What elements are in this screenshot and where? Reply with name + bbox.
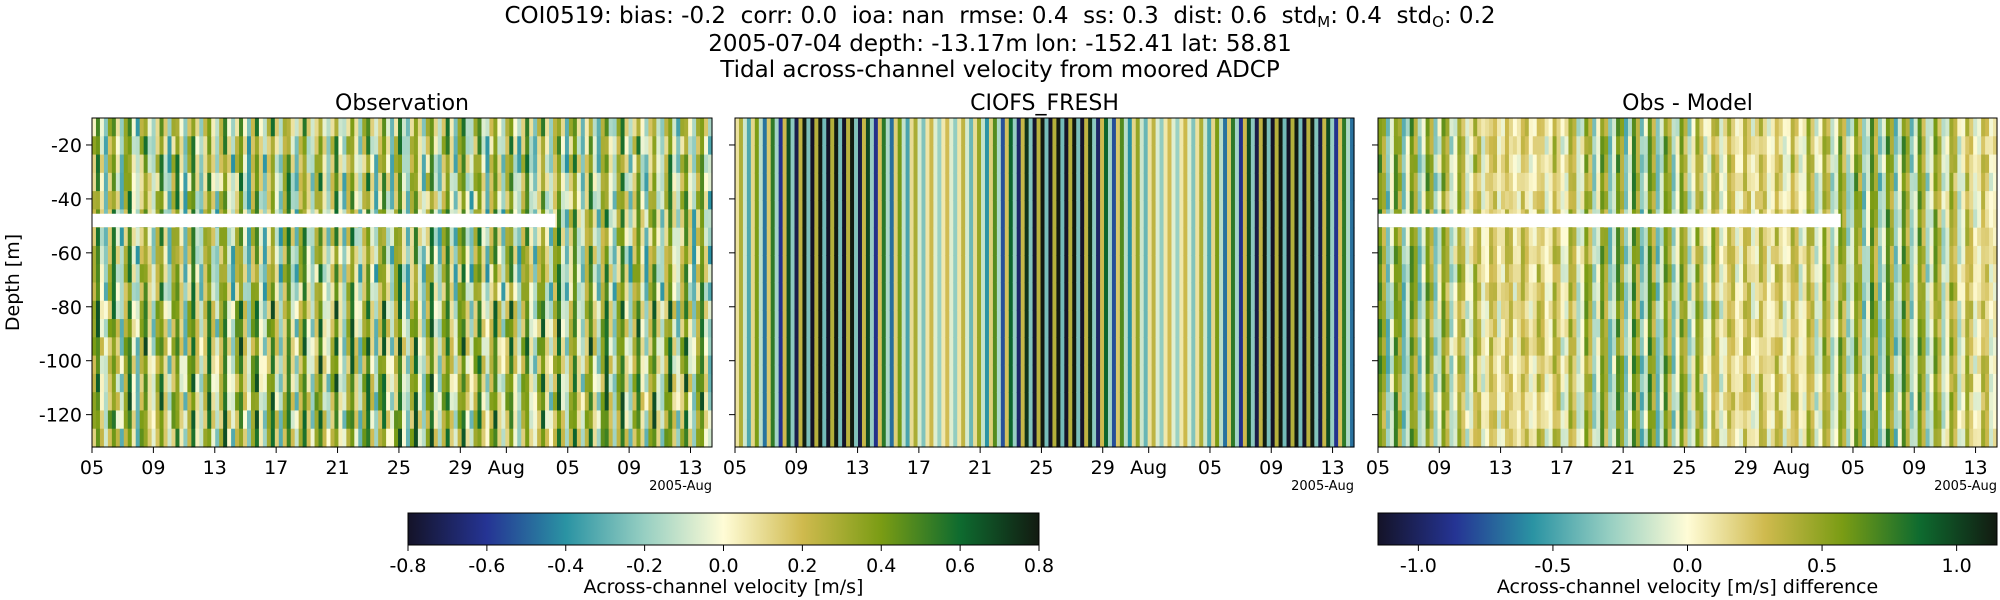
- x-tick-label: 05: [80, 457, 104, 479]
- y-tick-label: -80: [51, 297, 82, 319]
- title-dist: dist: 0.6: [1173, 3, 1267, 29]
- panel-title: CIOFS_FRESH: [970, 91, 1119, 116]
- title-std-obs: stdO: 0.2: [1396, 3, 1496, 31]
- x-tick-label: 13: [1488, 457, 1512, 479]
- x-offset-label: 2005-Aug: [649, 479, 712, 494]
- panel-title: Observation: [335, 91, 469, 116]
- x-tick-label: 25: [1672, 457, 1696, 479]
- colorbar-tick-label: -0.2: [626, 555, 663, 577]
- axes-frame: [734, 117, 1355, 448]
- y-tick-label: -20: [51, 135, 82, 157]
- axes-frame: [1377, 117, 1998, 448]
- data-gap: [1378, 213, 1841, 228]
- x-tick-label: 13: [678, 457, 702, 479]
- axes-frame: [91, 117, 713, 448]
- title-corr: corr: 0.0: [740, 3, 838, 29]
- colorbar-gradient: [1377, 512, 1998, 546]
- colorbar-tick-label: -0.4: [547, 555, 584, 577]
- x-tick-label: 05: [1841, 457, 1865, 479]
- x-tick-label: 13: [203, 457, 227, 479]
- colorbar-tick-label: -0.8: [389, 555, 426, 577]
- y-tick-label: -100: [39, 351, 82, 373]
- title-ioa: ioa: nan: [851, 3, 945, 29]
- x-tick-label: 05: [1366, 457, 1390, 479]
- colorbar-tick-label: -0.6: [468, 555, 505, 577]
- x-tick-label: 13: [845, 457, 869, 479]
- x-tick-label: 29: [1734, 457, 1758, 479]
- x-tick-label: Aug: [488, 457, 525, 479]
- title-station: COI0519:: [504, 3, 612, 29]
- x-tick-label: 05: [723, 457, 747, 479]
- x-tick-label: 21: [968, 457, 992, 479]
- x-tick-label: Aug: [1773, 457, 1810, 479]
- x-tick-label: 17: [264, 457, 288, 479]
- x-tick-label: 05: [556, 457, 580, 479]
- x-offset-label: 2005-Aug: [1291, 479, 1354, 494]
- colorbar-gradient: [407, 512, 1040, 546]
- x-tick-label: 05: [1198, 457, 1222, 479]
- colorbar-label: Across-channel velocity [m/s]: [584, 576, 864, 598]
- y-tick-label: -60: [51, 243, 82, 265]
- title-rmse: rmse: 0.4: [959, 3, 1069, 29]
- panel-1: Observation -20 -40 -60 -80 -100 -120 05 09 13 17 2…: [2, 91, 713, 494]
- colorbar-tick-label: -1.0: [1400, 555, 1437, 577]
- x-tick-label: 25: [1029, 457, 1053, 479]
- x-tick-label: 09: [1259, 457, 1283, 479]
- colorbar-2: -1.0 -0.5 0.0 0.5 1.0 Across-channel velocity…: [1377, 512, 1998, 598]
- x-tick-label: Aug: [1130, 457, 1167, 479]
- x-tick-label: 29: [1091, 457, 1115, 479]
- title-bias: bias: -0.2: [619, 3, 727, 29]
- colorbar-tick-label: 0.2: [787, 555, 817, 577]
- x-tick-label: 09: [784, 457, 808, 479]
- colorbar-tick-label: 1.0: [1942, 555, 1972, 577]
- y-tick-label: -40: [51, 189, 82, 211]
- title-line-1: COI0519: bias: -0.2 corr: 0.0 ioa: nan r…: [0, 2, 2000, 36]
- x-tick-label: 29: [448, 457, 472, 479]
- colorbar-1: -0.8 -0.6 -0.4 -0.2 0.0 0.2 0.4 0.6 0.8 Across-ch…: [389, 512, 1054, 598]
- x-tick-label: 09: [141, 457, 165, 479]
- heatmap-cells: [1378, 118, 1998, 448]
- x-tick-label: 17: [1550, 457, 1574, 479]
- colorbar-tick-label: 0.0: [708, 555, 738, 577]
- colorbar-tick-label: -0.5: [1534, 555, 1571, 577]
- title-line-2: 2005-07-04 depth: -13.17m lon: -152.41 l…: [708, 31, 1292, 57]
- heatmap-cells: [92, 118, 713, 448]
- colorbar-tick-label: 0.5: [1807, 555, 1837, 577]
- colorbar-tick-label: 0.0: [1672, 555, 1702, 577]
- title-ss: ss: 0.3: [1083, 3, 1159, 29]
- colorbar-tick-label: 0.4: [866, 555, 896, 577]
- x-tick-label: 09: [1427, 457, 1451, 479]
- y-axis-label: Depth [m]: [2, 234, 24, 331]
- x-tick-label: 21: [325, 457, 349, 479]
- heatmap-cells: [735, 118, 1355, 448]
- panel-title: Obs - Model: [1622, 91, 1753, 116]
- x-tick-label: 09: [617, 457, 641, 479]
- x-tick-label: 17: [907, 457, 931, 479]
- title-line-3: Tidal across-channel velocity from moore…: [720, 57, 1280, 83]
- colorbar-tick-label: 0.8: [1024, 555, 1054, 577]
- x-tick-label: 13: [1320, 457, 1344, 479]
- x-tick-label: 21: [1611, 457, 1635, 479]
- x-offset-label: 2005-Aug: [1934, 479, 1997, 494]
- x-tick-label: 09: [1902, 457, 1926, 479]
- x-tick-label: 13: [1963, 457, 1987, 479]
- title-std-model: stdM: 0.4: [1281, 3, 1382, 31]
- y-tick-label: -120: [39, 405, 82, 427]
- data-gap: [92, 213, 556, 228]
- colorbar-label: Across-channel velocity [m/s] difference: [1497, 576, 1878, 598]
- colorbar-tick-label: 0.6: [945, 555, 975, 577]
- x-tick-label: 25: [387, 457, 411, 479]
